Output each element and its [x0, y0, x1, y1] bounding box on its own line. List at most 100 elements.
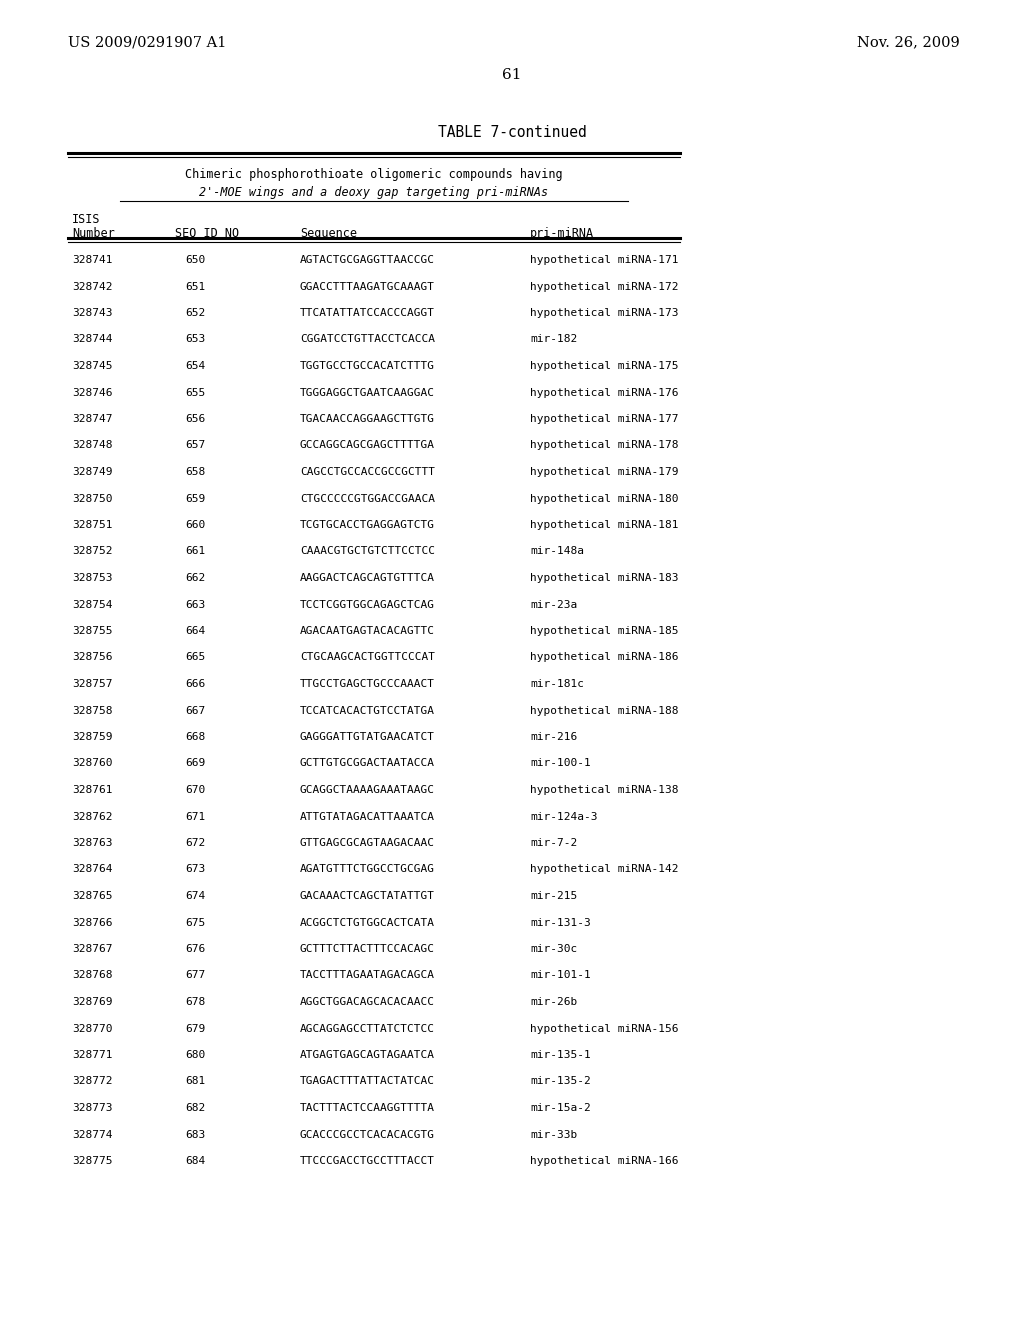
Text: GACAAACTCAGCTATATTGT: GACAAACTCAGCTATATTGT	[300, 891, 435, 902]
Text: 328770: 328770	[72, 1023, 113, 1034]
Text: 660: 660	[185, 520, 205, 531]
Text: 674: 674	[185, 891, 205, 902]
Text: hypothetical miRNA-156: hypothetical miRNA-156	[530, 1023, 679, 1034]
Text: 328746: 328746	[72, 388, 113, 397]
Text: mir-100-1: mir-100-1	[530, 759, 591, 768]
Text: 659: 659	[185, 494, 205, 503]
Text: ATGAGTGAGCAGTAGAATCA: ATGAGTGAGCAGTAGAATCA	[300, 1049, 435, 1060]
Text: CAAACGTGCTGTCTTCCTCC: CAAACGTGCTGTCTTCCTCC	[300, 546, 435, 557]
Text: 328752: 328752	[72, 546, 113, 557]
Text: 653: 653	[185, 334, 205, 345]
Text: Number: Number	[72, 227, 115, 240]
Text: 651: 651	[185, 281, 205, 292]
Text: TACTTTACTCCAAGGTTTТА: TACTTTACTCCAAGGTTTТА	[300, 1104, 435, 1113]
Text: 328743: 328743	[72, 308, 113, 318]
Text: 683: 683	[185, 1130, 205, 1139]
Text: 328756: 328756	[72, 652, 113, 663]
Text: TACCTTTAGAATAGACAGCA: TACCTTTAGAATAGACAGCA	[300, 970, 435, 981]
Text: 328742: 328742	[72, 281, 113, 292]
Text: mir-216: mir-216	[530, 733, 578, 742]
Text: mir-135-1: mir-135-1	[530, 1049, 591, 1060]
Text: 667: 667	[185, 705, 205, 715]
Text: CAGCCTGCCACCGCCGCTTT: CAGCCTGCCACCGCCGCTTT	[300, 467, 435, 477]
Text: 328772: 328772	[72, 1077, 113, 1086]
Text: 669: 669	[185, 759, 205, 768]
Text: AGTACTGCGAGGTTAACCGC: AGTACTGCGAGGTTAACCGC	[300, 255, 435, 265]
Text: hypothetical miRNA-175: hypothetical miRNA-175	[530, 360, 679, 371]
Text: 672: 672	[185, 838, 205, 847]
Text: hypothetical miRNA-176: hypothetical miRNA-176	[530, 388, 679, 397]
Text: TCGTGCACCTGAGGAGTCTG: TCGTGCACCTGAGGAGTCTG	[300, 520, 435, 531]
Text: 328751: 328751	[72, 520, 113, 531]
Text: 328745: 328745	[72, 360, 113, 371]
Text: 328758: 328758	[72, 705, 113, 715]
Text: 328762: 328762	[72, 812, 113, 821]
Text: mir-181c: mir-181c	[530, 678, 584, 689]
Text: 668: 668	[185, 733, 205, 742]
Text: TGAGACTTTATTACTATCAC: TGAGACTTTATTACTATCAC	[300, 1077, 435, 1086]
Text: 328747: 328747	[72, 414, 113, 424]
Text: hypothetical miRNA-172: hypothetical miRNA-172	[530, 281, 679, 292]
Text: TABLE 7-continued: TABLE 7-continued	[437, 125, 587, 140]
Text: hypothetical miRNA-180: hypothetical miRNA-180	[530, 494, 679, 503]
Text: 681: 681	[185, 1077, 205, 1086]
Text: 666: 666	[185, 678, 205, 689]
Text: 328749: 328749	[72, 467, 113, 477]
Text: hypothetical miRNA-186: hypothetical miRNA-186	[530, 652, 679, 663]
Text: mir-131-3: mir-131-3	[530, 917, 591, 928]
Text: Sequence: Sequence	[300, 227, 357, 240]
Text: ATTGTATAGACATTAAATCA: ATTGTATAGACATTAAATCA	[300, 812, 435, 821]
Text: 328753: 328753	[72, 573, 113, 583]
Text: mir-30c: mir-30c	[530, 944, 578, 954]
Text: 2'-MOE wings and a deoxy gap targeting pri-miRNAs: 2'-MOE wings and a deoxy gap targeting p…	[200, 186, 549, 199]
Text: GCTTTCTTACTTTCCACAGC: GCTTTCTTACTTTCCACAGC	[300, 944, 435, 954]
Text: TGACAACCAGGAAGCTTGTG: TGACAACCAGGAAGCTTGTG	[300, 414, 435, 424]
Text: 328759: 328759	[72, 733, 113, 742]
Text: GCCAGGCAGCGAGCTTTTGA: GCCAGGCAGCGAGCTTTTGA	[300, 441, 435, 450]
Text: mir-26b: mir-26b	[530, 997, 578, 1007]
Text: GCAGGCTAAAAGAAATAAGC: GCAGGCTAAAAGAAATAAGC	[300, 785, 435, 795]
Text: mir-7-2: mir-7-2	[530, 838, 578, 847]
Text: 682: 682	[185, 1104, 205, 1113]
Text: hypothetical miRNA-185: hypothetical miRNA-185	[530, 626, 679, 636]
Text: 328744: 328744	[72, 334, 113, 345]
Text: 328767: 328767	[72, 944, 113, 954]
Text: 328775: 328775	[72, 1156, 113, 1166]
Text: 328768: 328768	[72, 970, 113, 981]
Text: AAGGACTCAGCAGTGTTTCA: AAGGACTCAGCAGTGTTTCA	[300, 573, 435, 583]
Text: GAGGGATTGTATGAACATCT: GAGGGATTGTATGAACATCT	[300, 733, 435, 742]
Text: 677: 677	[185, 970, 205, 981]
Text: 328760: 328760	[72, 759, 113, 768]
Text: mir-33b: mir-33b	[530, 1130, 578, 1139]
Text: CGGATCCTGTTACCTCACCA: CGGATCCTGTTACCTCACCA	[300, 334, 435, 345]
Text: AGATGTTTCTGGCCTGCGAG: AGATGTTTCTGGCCTGCGAG	[300, 865, 435, 874]
Text: hypothetical miRNA-188: hypothetical miRNA-188	[530, 705, 679, 715]
Text: hypothetical miRNA-166: hypothetical miRNA-166	[530, 1156, 679, 1166]
Text: hypothetical miRNA-179: hypothetical miRNA-179	[530, 467, 679, 477]
Text: CTGCAAGCACTGGTTCCCAT: CTGCAAGCACTGGTTCCCAT	[300, 652, 435, 663]
Text: hypothetical miRNA-138: hypothetical miRNA-138	[530, 785, 679, 795]
Text: hypothetical miRNA-171: hypothetical miRNA-171	[530, 255, 679, 265]
Text: 650: 650	[185, 255, 205, 265]
Text: TTCCCGACCTGCCTTTACCT: TTCCCGACCTGCCTTTACCT	[300, 1156, 435, 1166]
Text: 328754: 328754	[72, 599, 113, 610]
Text: 328750: 328750	[72, 494, 113, 503]
Text: GGACCTTTAAGATGCAAAGT: GGACCTTTAAGATGCAAAGT	[300, 281, 435, 292]
Text: hypothetical miRNA-173: hypothetical miRNA-173	[530, 308, 679, 318]
Text: 652: 652	[185, 308, 205, 318]
Text: AGGCTGGACAGCACACAACC: AGGCTGGACAGCACACAACC	[300, 997, 435, 1007]
Text: AGCAGGAGCCTTATCTCTCC: AGCAGGAGCCTTATCTCTCC	[300, 1023, 435, 1034]
Text: 328769: 328769	[72, 997, 113, 1007]
Text: ISIS: ISIS	[72, 213, 100, 226]
Text: hypothetical miRNA-142: hypothetical miRNA-142	[530, 865, 679, 874]
Text: pri-miRNA: pri-miRNA	[530, 227, 594, 240]
Text: 675: 675	[185, 917, 205, 928]
Text: mir-23a: mir-23a	[530, 599, 578, 610]
Text: mir-148a: mir-148a	[530, 546, 584, 557]
Text: 662: 662	[185, 573, 205, 583]
Text: 328764: 328764	[72, 865, 113, 874]
Text: 661: 661	[185, 546, 205, 557]
Text: Chimeric phosphorothioate oligomeric compounds having: Chimeric phosphorothioate oligomeric com…	[185, 168, 563, 181]
Text: 665: 665	[185, 652, 205, 663]
Text: AGACAATGAGTACACAGTTC: AGACAATGAGTACACAGTTC	[300, 626, 435, 636]
